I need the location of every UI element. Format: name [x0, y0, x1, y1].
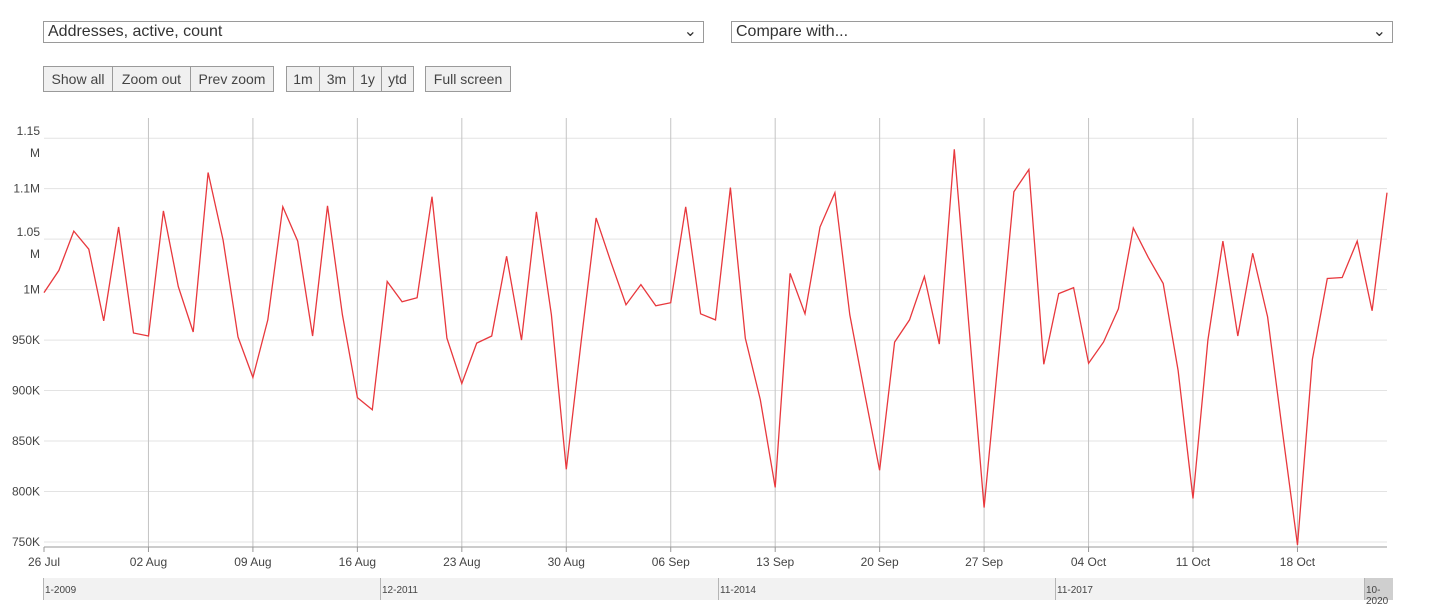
y-tick-label: 1M [23, 283, 40, 297]
x-tick-label: 20 Sep [861, 555, 899, 569]
series-line-active-addresses[interactable] [43, 149, 1388, 546]
navigator-label: 11-2014 [720, 585, 756, 596]
line-chart[interactable]: 1.15 M 1.1M 1.05 M 1M 950K 900K 850K 800K 750K 26 … [0, 110, 1435, 572]
range-ytd-button[interactable]: ytd [382, 66, 414, 92]
zoom-out-button[interactable]: Zoom out [113, 66, 191, 92]
x-tick-label: 11 Oct [1176, 555, 1211, 569]
range-1m-button[interactable]: 1m [286, 66, 320, 92]
navigator-label: 10-2020 [1366, 585, 1389, 607]
show-all-button[interactable]: Show all [43, 66, 113, 92]
x-tick-label: 13 Sep [756, 555, 794, 569]
x-axis-labels: 26 Jul 02 Aug 09 Aug 16 Aug 23 Aug 30 Aug 06 S… [28, 555, 1316, 569]
y-tick-label: 750K [12, 535, 40, 549]
y-tick-label: 1.1M [13, 182, 40, 196]
horizontal-gridlines [44, 137, 1387, 543]
navigator-tick [380, 578, 381, 600]
x-tick-label: 16 Aug [339, 555, 376, 569]
y-tick-label: 950K [12, 333, 40, 347]
y-tick-label: 1.15 M [17, 124, 41, 160]
compare-select-value: Compare with... [736, 23, 849, 40]
y-tick-label: 900K [12, 384, 40, 398]
range-1y-button[interactable]: 1y [354, 66, 382, 92]
x-tick-label: 06 Sep [652, 555, 690, 569]
y-tick-label: 850K [12, 434, 40, 448]
full-screen-button[interactable]: Full screen [425, 66, 511, 92]
navigator-tick [718, 578, 719, 600]
x-tick-label: 09 Aug [234, 555, 271, 569]
y-axis-labels: 1.15 M 1.1M 1.05 M 1M 950K 900K 850K 800K 750K [12, 124, 40, 549]
y-tick-label: 1.05 M [17, 225, 41, 261]
compare-select[interactable]: Compare with... ⌄ [731, 21, 1393, 43]
metric-select[interactable]: Addresses, active, count ⌄ [43, 21, 704, 43]
range-3m-button[interactable]: 3m [320, 66, 354, 92]
x-tick-label: 18 Oct [1280, 555, 1316, 569]
navigator-handle[interactable] [1365, 578, 1393, 600]
navigator-bar[interactable]: 1-2009 12-2011 11-2014 11-2017 10-2020 [43, 578, 1393, 607]
x-tick-label: 04 Oct [1071, 555, 1107, 569]
vertical-gridlines [43, 118, 1298, 552]
navigator-tick [43, 578, 44, 600]
y-tick-label: 800K [12, 484, 40, 498]
x-tick-label: 27 Sep [965, 555, 1003, 569]
navigator-tick [1055, 578, 1056, 600]
navigator-label: 12-2011 [382, 585, 418, 596]
navigator-label: 1-2009 [45, 585, 77, 596]
x-tick-label: 26 Jul [28, 555, 60, 569]
x-tick-label: 30 Aug [548, 555, 585, 569]
chevron-down-icon: ⌄ [683, 23, 697, 40]
x-tick-label: 02 Aug [130, 555, 167, 569]
navigator-label: 11-2017 [1057, 585, 1093, 596]
prev-zoom-button[interactable]: Prev zoom [191, 66, 274, 92]
navigator-tick [1364, 578, 1365, 600]
metric-select-value: Addresses, active, count [48, 23, 223, 40]
chevron-down-icon: ⌄ [1372, 23, 1386, 40]
x-tick-label: 23 Aug [443, 555, 480, 569]
